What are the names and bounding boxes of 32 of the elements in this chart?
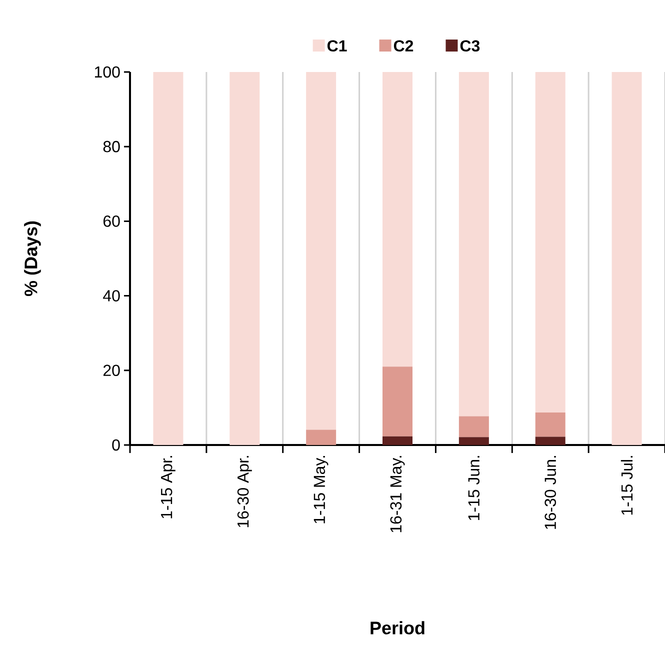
bar [535,436,566,445]
x-tick-label: 16-30 Jun. [544,456,556,529]
x-tick-label: 16-30 Apr. [237,456,252,528]
bar [306,430,336,445]
x-tick-label: 1-15 May. [314,456,328,524]
bar [153,72,184,445]
bar [535,412,566,437]
y-axis-title: % (Days) [24,221,41,296]
bar [230,72,260,445]
y-tick-label: 80 [103,140,120,152]
bar [382,436,412,445]
legend-label: C3 [460,40,480,52]
x-tick-label: 1-15 Apr. [161,456,176,518]
bar [382,366,412,436]
x-tick-label: 1-15 Jul. [620,456,633,515]
y-tick-label: 40 [103,290,120,302]
bar [612,72,642,445]
legend-label: C1 [327,40,347,52]
y-tick-label: 60 [103,216,120,227]
bar [458,437,489,445]
y-tick-label: 0 [112,439,120,451]
legend-label: C2 [394,40,414,52]
y-tick-label: 100 [95,66,120,78]
bar [306,72,336,430]
bar [382,72,412,367]
x-tick-label: 1-15 Jun. [468,456,480,520]
x-axis-title: Period [370,621,424,634]
bar [458,416,489,438]
x-tick-label: 16-31 May. [390,456,405,532]
bar [458,72,489,416]
bar [535,72,566,413]
y-tick-label: 20 [103,364,120,376]
